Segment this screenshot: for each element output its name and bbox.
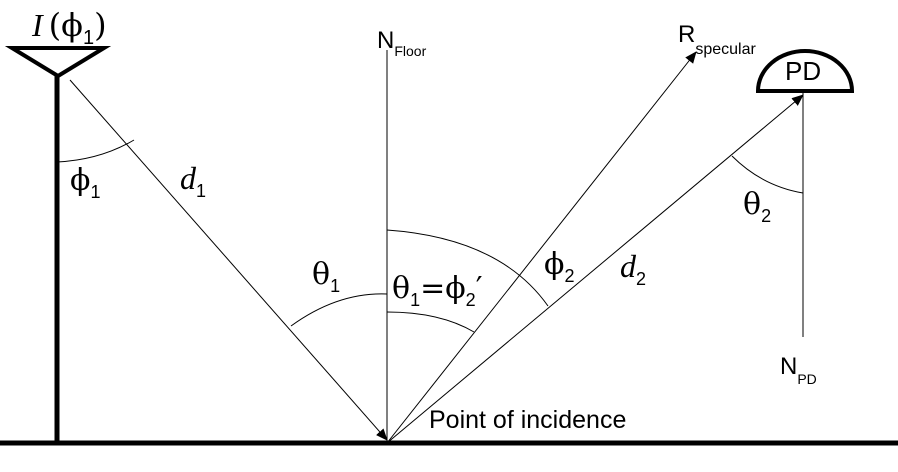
d2-label: d2 <box>620 248 646 289</box>
d1-label: d1 <box>180 160 206 201</box>
phi1-label: ϕ1 <box>70 163 100 202</box>
specular-label: Rspecular <box>678 21 756 58</box>
point-of-incidence-label: Point of incidence <box>429 406 626 434</box>
phi1-arc <box>56 139 135 163</box>
theta1-label: θ1 <box>312 257 340 296</box>
floor-normal-label: NFloor <box>377 27 427 59</box>
theta1-eq-phi2-arc <box>386 311 475 333</box>
phi2-label: ϕ2 <box>544 247 574 286</box>
pd-normal-label: NPD <box>780 353 817 387</box>
photodetector-icon: PD <box>755 49 855 93</box>
theta1-arc <box>290 293 388 327</box>
source-intensity-label: I (ϕ1) <box>31 6 107 49</box>
photodetector-label: PD <box>785 56 821 86</box>
theta1-equals-phi2-prime-label: θ1=ϕ2′ <box>392 271 483 310</box>
specular-ray <box>386 51 697 444</box>
incident-ray-d1 <box>69 79 388 441</box>
theta2-label: θ2 <box>743 187 771 226</box>
detector-ray-d2 <box>386 94 804 444</box>
luminaire-icon <box>4 46 112 79</box>
phi2-arc <box>386 229 549 307</box>
theta2-arc <box>731 155 804 194</box>
